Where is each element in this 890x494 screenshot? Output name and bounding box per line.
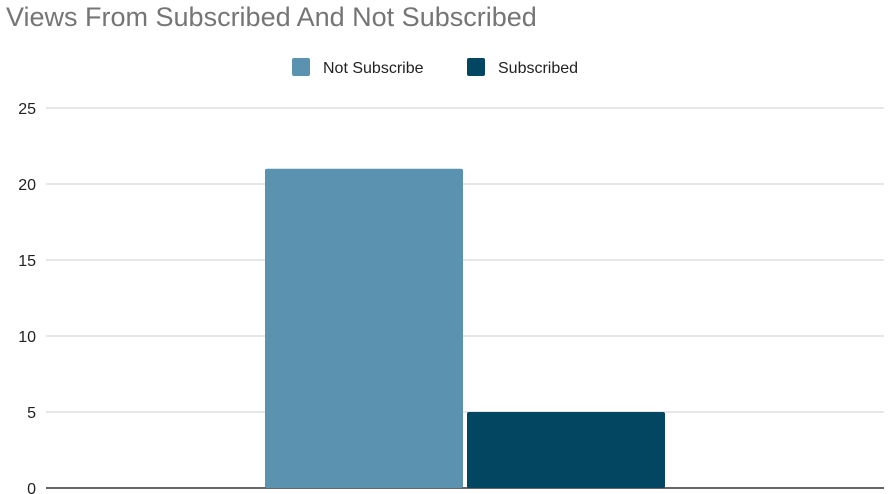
legend-label[interactable]: Subscribed bbox=[498, 60, 578, 77]
y-axis-ticks: 0 5 10 15 20 25 bbox=[18, 101, 36, 494]
bar-subscribed[interactable] bbox=[467, 412, 665, 488]
y-tick-label: 20 bbox=[18, 177, 36, 194]
y-tick-label: 15 bbox=[18, 253, 36, 270]
legend-swatch[interactable] bbox=[467, 58, 485, 76]
legend: Not Subscribe Subscribed bbox=[292, 58, 578, 77]
y-tick-label: 5 bbox=[27, 405, 36, 422]
gridlines bbox=[46, 107, 884, 489]
y-tick-label: 0 bbox=[27, 481, 36, 494]
bar-not-subscribe[interactable] bbox=[265, 168, 463, 489]
y-tick-label: 25 bbox=[18, 101, 36, 118]
legend-swatch[interactable] bbox=[292, 58, 310, 76]
bars bbox=[265, 168, 665, 489]
legend-label[interactable]: Not Subscribe bbox=[323, 60, 424, 77]
y-tick-label: 10 bbox=[18, 329, 36, 346]
chart-title: Views From Subscribed And Not Subscribed bbox=[6, 2, 537, 32]
